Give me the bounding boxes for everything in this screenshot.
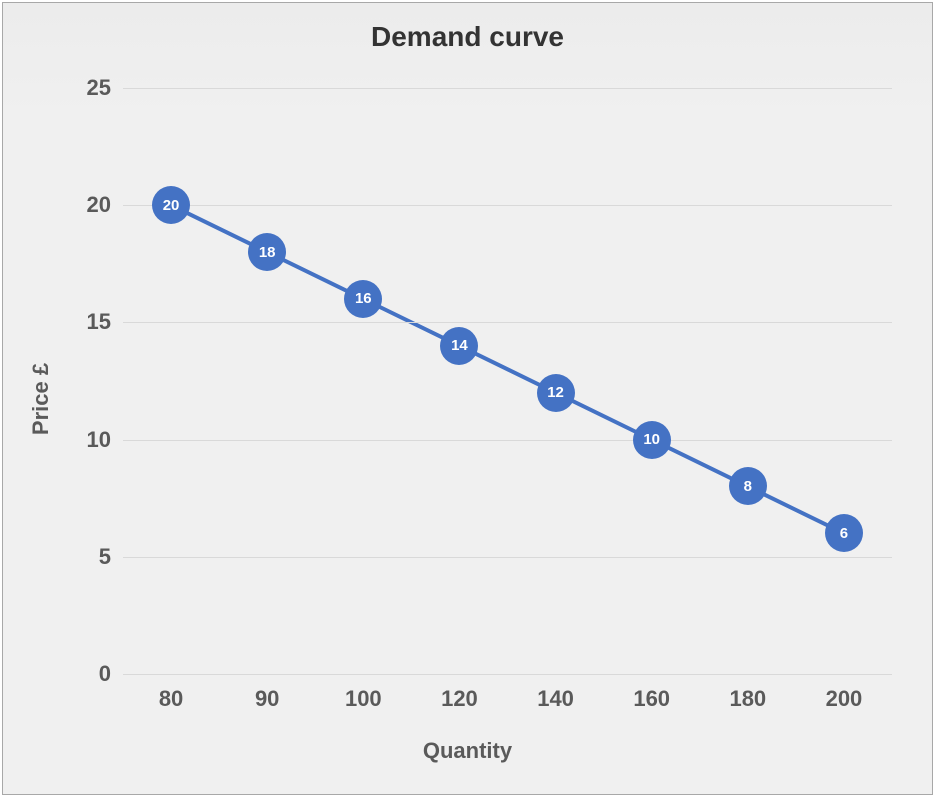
y-axis-title: Price £ — [28, 362, 54, 434]
data-point-marker: 16 — [344, 280, 382, 318]
x-tick-label: 180 — [729, 686, 766, 712]
data-point-marker: 18 — [248, 233, 286, 271]
x-tick-label: 160 — [633, 686, 670, 712]
x-tick-label: 90 — [255, 686, 279, 712]
gridline — [123, 557, 892, 558]
y-tick-label: 5 — [99, 544, 111, 570]
y-tick-label: 10 — [87, 427, 111, 453]
chart-line-svg — [123, 88, 892, 674]
data-point-marker: 8 — [729, 467, 767, 505]
x-tick-label: 100 — [345, 686, 382, 712]
gridline — [123, 674, 892, 675]
x-axis-title: Quantity — [3, 738, 932, 764]
y-tick-label: 25 — [87, 75, 111, 101]
data-point-marker: 6 — [825, 514, 863, 552]
gridline — [123, 440, 892, 441]
x-tick-label: 200 — [826, 686, 863, 712]
x-tick-label: 120 — [441, 686, 478, 712]
gridline — [123, 88, 892, 89]
plot-area: 0510152025809010012014016018020020181614… — [123, 88, 892, 674]
x-tick-label: 140 — [537, 686, 574, 712]
data-point-marker: 10 — [633, 421, 671, 459]
y-tick-label: 20 — [87, 192, 111, 218]
gridline — [123, 205, 892, 206]
y-tick-label: 0 — [99, 661, 111, 687]
gridline — [123, 322, 892, 323]
data-point-marker: 20 — [152, 186, 190, 224]
x-tick-label: 80 — [159, 686, 183, 712]
chart-title: Demand curve — [3, 21, 932, 53]
data-point-marker: 14 — [440, 327, 478, 365]
y-tick-label: 15 — [87, 309, 111, 335]
data-point-marker: 12 — [537, 374, 575, 412]
demand-curve-chart: Demand curve Price £ 0 5 10 15 20 25 80 90 100 12… — [2, 2, 933, 795]
